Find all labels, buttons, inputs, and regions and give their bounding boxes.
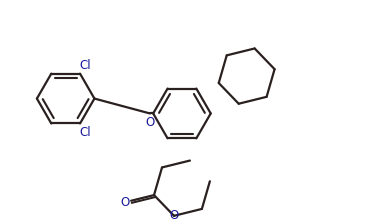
Text: O: O [121,196,130,209]
Text: O: O [146,116,155,129]
Text: Cl: Cl [79,58,91,71]
Text: Cl: Cl [79,126,91,139]
Text: O: O [170,209,178,222]
